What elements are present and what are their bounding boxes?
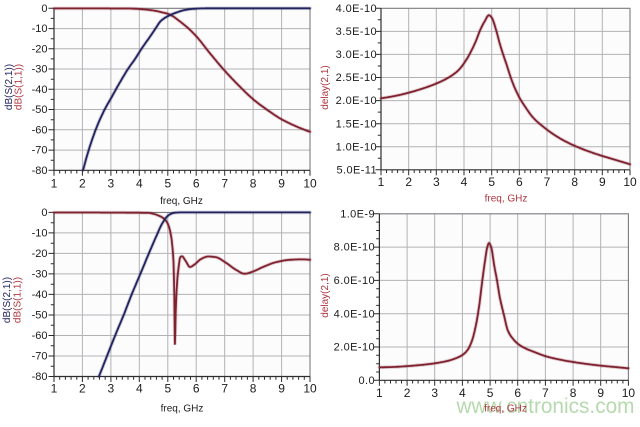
- svg-text:8: 8: [570, 386, 577, 400]
- svg-text:dB(S(1,1)): dB(S(1,1)): [13, 277, 24, 323]
- svg-text:4.0E-10: 4.0E-10: [334, 308, 375, 320]
- svg-text:-30: -30: [32, 64, 48, 76]
- svg-text:-10: -10: [32, 228, 48, 240]
- svg-text:5: 5: [487, 386, 494, 400]
- svg-text:-60: -60: [32, 124, 48, 136]
- svg-text:-10: -10: [32, 23, 48, 35]
- svg-text:6: 6: [516, 175, 523, 189]
- svg-text:10: 10: [623, 175, 637, 189]
- svg-text:7: 7: [544, 175, 551, 189]
- svg-text:-80: -80: [32, 371, 48, 383]
- svg-text:freq, GHz: freq, GHz: [485, 194, 528, 205]
- svg-text:4.0E-10: 4.0E-10: [336, 3, 377, 15]
- svg-text:1.0E-9: 1.0E-9: [340, 208, 375, 220]
- svg-text:7: 7: [221, 381, 228, 395]
- svg-text:freq, GHz: freq, GHz: [484, 404, 527, 415]
- svg-text:4: 4: [461, 175, 468, 189]
- svg-text:dB(S(2,1)): dB(S(2,1)): [2, 277, 13, 323]
- svg-text:0: 0: [41, 3, 47, 15]
- svg-text:0.0: 0.0: [359, 375, 376, 387]
- svg-text:-20: -20: [32, 248, 48, 260]
- svg-text:1: 1: [376, 386, 383, 400]
- svg-text:-80: -80: [32, 165, 48, 177]
- svg-text:-70: -70: [32, 351, 48, 363]
- svg-text:-30: -30: [32, 269, 48, 281]
- svg-text:8: 8: [250, 177, 257, 191]
- svg-text:5: 5: [488, 175, 495, 189]
- svg-text:1: 1: [51, 381, 58, 395]
- svg-text:0: 0: [41, 207, 47, 219]
- svg-text:1.5E-10: 1.5E-10: [336, 118, 377, 130]
- svg-text:delay(2,1): delay(2,1): [320, 65, 331, 109]
- svg-text:8: 8: [571, 175, 578, 189]
- svg-text:3: 3: [108, 381, 115, 395]
- svg-text:-60: -60: [32, 330, 48, 342]
- svg-text:10: 10: [622, 386, 636, 400]
- svg-text:9: 9: [597, 386, 604, 400]
- svg-text:freq, GHz: freq, GHz: [160, 196, 203, 207]
- svg-text:9: 9: [599, 175, 606, 189]
- svg-text:delay(2,1): delay(2,1): [320, 273, 331, 317]
- svg-text:-20: -20: [32, 43, 48, 55]
- svg-text:-50: -50: [32, 310, 48, 322]
- svg-text:5: 5: [164, 381, 171, 395]
- svg-text:-40: -40: [32, 289, 48, 301]
- svg-text:6: 6: [514, 386, 521, 400]
- svg-text:6: 6: [193, 177, 200, 191]
- svg-text:2.0E-10: 2.0E-10: [334, 342, 375, 354]
- svg-text:7: 7: [542, 386, 549, 400]
- svg-text:2: 2: [79, 381, 86, 395]
- svg-text:dB(S(1,1)): dB(S(1,1)): [14, 64, 25, 110]
- svg-text:freq, GHz: freq, GHz: [161, 404, 204, 415]
- svg-text:2.0E-10: 2.0E-10: [336, 95, 377, 107]
- svg-text:6: 6: [193, 381, 200, 395]
- svg-text:10: 10: [303, 381, 317, 395]
- svg-text:4: 4: [136, 177, 143, 191]
- svg-text:3: 3: [431, 386, 438, 400]
- svg-text:5.0E-11: 5.0E-11: [336, 164, 377, 176]
- svg-text:3.5E-10: 3.5E-10: [336, 26, 377, 38]
- svg-text:10: 10: [303, 177, 317, 191]
- svg-text:6.0E-10: 6.0E-10: [334, 275, 375, 287]
- svg-text:8.0E-10: 8.0E-10: [334, 242, 375, 254]
- svg-text:5: 5: [164, 177, 171, 191]
- svg-text:9: 9: [278, 381, 285, 395]
- svg-text:2: 2: [405, 175, 412, 189]
- svg-text:4: 4: [459, 386, 466, 400]
- svg-text:7: 7: [221, 177, 228, 191]
- svg-text:9: 9: [278, 177, 285, 191]
- svg-text:1.0E-10: 1.0E-10: [336, 141, 377, 153]
- svg-text:dB(S(2,1)): dB(S(2,1)): [4, 64, 15, 110]
- svg-text:4: 4: [136, 381, 143, 395]
- svg-text:www.cntronics.com: www.cntronics.com: [456, 395, 635, 418]
- svg-text:-70: -70: [32, 145, 48, 157]
- svg-text:-40: -40: [32, 84, 48, 96]
- svg-text:2: 2: [79, 177, 86, 191]
- svg-text:3: 3: [433, 175, 440, 189]
- svg-text:1: 1: [378, 175, 385, 189]
- svg-text:1: 1: [51, 177, 58, 191]
- svg-text:3.0E-10: 3.0E-10: [336, 49, 377, 61]
- svg-text:2.5E-10: 2.5E-10: [336, 72, 377, 84]
- svg-text:8: 8: [250, 381, 257, 395]
- svg-text:3: 3: [108, 177, 115, 191]
- svg-text:2: 2: [404, 386, 411, 400]
- svg-text:-50: -50: [32, 104, 48, 116]
